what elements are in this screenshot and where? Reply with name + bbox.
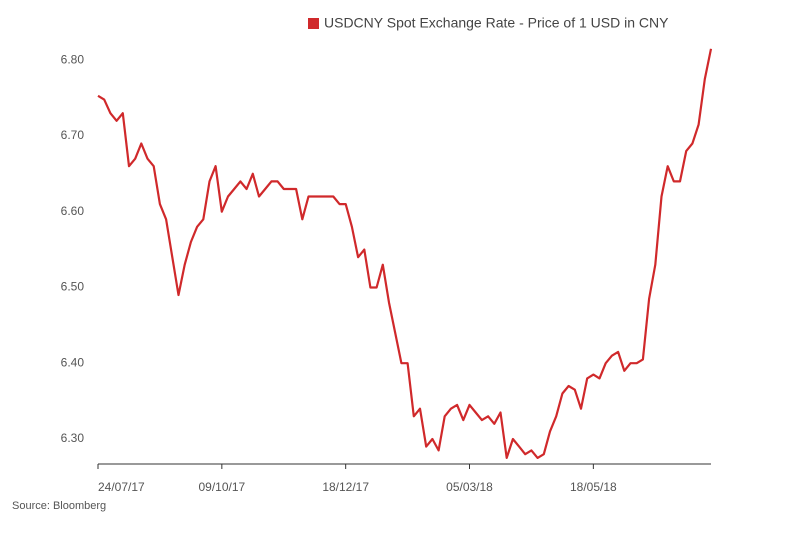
x-tick-label: 05/03/18 <box>446 480 493 494</box>
y-tick-label: 6.50 <box>61 280 85 294</box>
y-tick-label: 6.40 <box>61 355 85 369</box>
x-tick-label: 18/12/17 <box>322 480 369 494</box>
x-tick-label: 24/07/17 <box>98 480 145 494</box>
y-tick-label: 6.60 <box>61 204 85 218</box>
y-tick-label: 6.70 <box>61 128 85 142</box>
line-series <box>97 48 713 459</box>
y-tick-label: 6.80 <box>61 52 85 66</box>
y-tick-label: 6.30 <box>61 431 85 445</box>
x-tick-label: 09/10/17 <box>198 480 245 494</box>
legend-label: USDCNY Spot Exchange Rate - Price of 1 U… <box>324 15 669 31</box>
legend-swatch <box>308 18 319 29</box>
x-tick-label: 18/05/18 <box>570 480 617 494</box>
source: Source: Bloomberg <box>12 500 106 512</box>
